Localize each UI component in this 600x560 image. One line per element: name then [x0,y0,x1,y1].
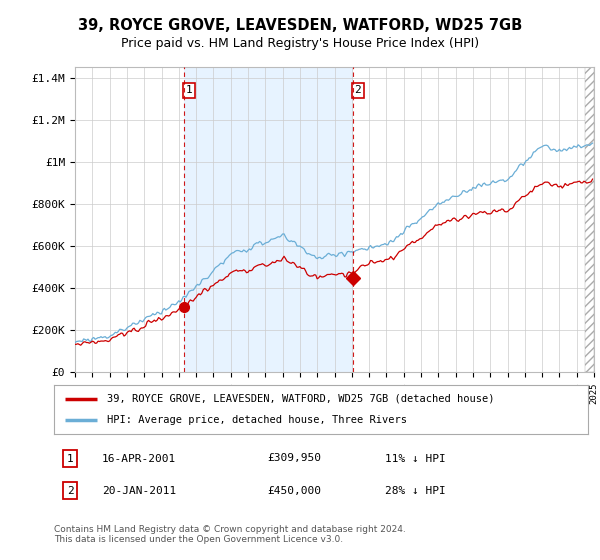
Text: HPI: Average price, detached house, Three Rivers: HPI: Average price, detached house, Thre… [107,415,407,425]
Text: 11% ↓ HPI: 11% ↓ HPI [385,454,446,464]
Text: £450,000: £450,000 [268,486,322,496]
Text: 20-JAN-2011: 20-JAN-2011 [102,486,176,496]
Bar [586,67,594,372]
Text: 28% ↓ HPI: 28% ↓ HPI [385,486,446,496]
Text: £309,950: £309,950 [268,454,322,464]
Text: Price paid vs. HM Land Registry's House Price Index (HPI): Price paid vs. HM Land Registry's House … [121,37,479,50]
Text: 16-APR-2001: 16-APR-2001 [102,454,176,464]
Text: 1: 1 [185,85,193,95]
Text: 2: 2 [355,85,361,95]
Text: 2: 2 [67,486,73,496]
Text: 39, ROYCE GROVE, LEAVESDEN, WATFORD, WD25 7GB: 39, ROYCE GROVE, LEAVESDEN, WATFORD, WD2… [78,18,522,32]
Bar [184,67,353,372]
Text: Contains HM Land Registry data © Crown copyright and database right 2024.
This d: Contains HM Land Registry data © Crown c… [54,525,406,544]
Text: 39, ROYCE GROVE, LEAVESDEN, WATFORD, WD25 7GB (detached house): 39, ROYCE GROVE, LEAVESDEN, WATFORD, WD2… [107,394,495,404]
Text: 1: 1 [67,454,73,464]
